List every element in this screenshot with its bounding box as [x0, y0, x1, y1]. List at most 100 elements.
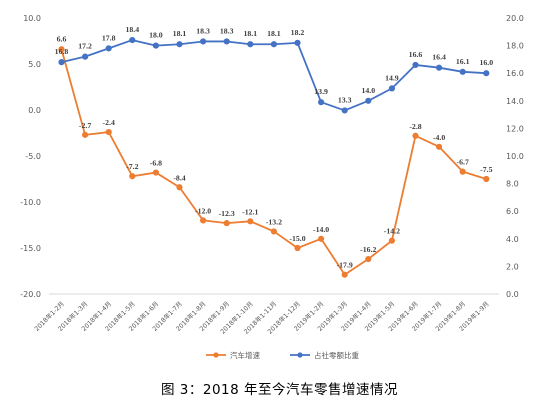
data-label: -14.2 — [384, 227, 400, 236]
data-label: 18.1 — [173, 29, 187, 38]
data-label: -4.0 — [433, 133, 445, 142]
right-y-tick-label: 14.0 — [506, 97, 524, 106]
data-label: 16.1 — [456, 57, 470, 66]
data-point — [152, 42, 159, 49]
data-point — [365, 97, 372, 104]
data-point — [223, 220, 230, 227]
legend-swatch-marker — [213, 352, 219, 358]
data-label: 16.0 — [479, 58, 493, 67]
data-label: 17.8 — [102, 33, 116, 42]
data-point — [200, 38, 207, 45]
data-label: -2.7 — [79, 121, 91, 130]
data-label: -12.0 — [195, 206, 211, 215]
data-point — [176, 184, 183, 191]
data-point — [412, 61, 419, 69]
data-point — [176, 41, 183, 48]
data-label: -2.8 — [409, 122, 421, 131]
right-y-tick-label: 0.0 — [506, 290, 519, 299]
line-chart: 10.0 5.0 0.0 -5.0 -10.0 -15.0 -20.0 20.0 18.0 16… — [20, 14, 524, 360]
data-label: 18.3 — [220, 26, 234, 35]
left-y-tick-label: 5.0 — [28, 60, 41, 69]
data-label: 18.3 — [196, 26, 210, 35]
data-point — [247, 218, 254, 225]
data-label: -15.0 — [289, 234, 305, 243]
right-y-tick-label: 10.0 — [506, 152, 524, 161]
data-point — [270, 228, 277, 235]
data-point — [200, 217, 207, 224]
data-label: 16.4 — [432, 53, 446, 62]
data-label: 13.3 — [338, 95, 352, 104]
right-y-tick-label: 20.0 — [506, 14, 524, 23]
data-label: -12.3 — [219, 209, 235, 218]
right-y-tick-label: 16.0 — [506, 69, 524, 78]
legend-label: 占社零额比重 — [314, 350, 359, 360]
data-label: -2.4 — [103, 118, 115, 127]
legend-label: 汽车增速 — [230, 350, 260, 360]
data-point — [58, 59, 65, 66]
right-y-tick-label: 12.0 — [506, 124, 524, 133]
data-point — [388, 237, 395, 244]
data-point — [82, 53, 89, 60]
data-label: 18.1 — [243, 29, 257, 38]
data-label: 6.6 — [57, 34, 67, 43]
data-label: 17.2 — [78, 42, 92, 51]
data-point — [129, 173, 136, 180]
data-point — [341, 107, 348, 114]
data-point — [82, 131, 89, 138]
data-label: -7.2 — [126, 162, 138, 171]
right-y-tick-label: 4.0 — [506, 235, 519, 244]
data-point — [105, 128, 112, 136]
data-label: 13.9 — [314, 87, 328, 96]
data-point — [129, 36, 136, 44]
data-point — [412, 132, 419, 139]
data-label: -6.7 — [457, 158, 469, 167]
left-y-axis: 10.0 5.0 0.0 -5.0 -10.0 -15.0 -20.0 — [20, 14, 41, 299]
data-point — [294, 39, 301, 46]
left-y-tick-label: 10.0 — [23, 14, 41, 23]
data-label: 16.8 — [55, 47, 69, 56]
data-label: 14.9 — [385, 73, 399, 82]
data-point — [152, 169, 159, 176]
data-point — [459, 68, 466, 75]
data-point — [58, 46, 65, 53]
data-label: -13.2 — [266, 217, 282, 226]
x-axis: 2018年1-2月2018年1-3月2018年1-4月2018年1-5月2018… — [32, 299, 491, 336]
series-line-retail-share — [61, 39, 487, 112]
data-label: 18.1 — [267, 29, 281, 38]
legend: 汽车增速 占社零额比重 — [206, 350, 359, 360]
data-label: -6.8 — [150, 159, 162, 168]
series-layer — [58, 36, 490, 278]
right-y-tick-label: 8.0 — [506, 180, 519, 189]
right-y-tick-label: 6.0 — [506, 207, 519, 216]
data-label: -17.9 — [337, 261, 353, 270]
data-point — [365, 255, 372, 263]
right-y-tick-label: 2.0 — [506, 262, 519, 271]
data-point — [436, 143, 443, 150]
right-y-tick-label: 18.0 — [506, 42, 524, 51]
data-label: -16.2 — [360, 245, 376, 254]
data-label: 18.0 — [149, 31, 163, 40]
data-label: 18.2 — [291, 28, 305, 37]
data-label: 16.6 — [409, 50, 423, 59]
left-y-tick-label: -15.0 — [20, 244, 41, 253]
data-label: -12.1 — [242, 207, 258, 216]
data-point — [483, 175, 490, 183]
data-point — [341, 271, 348, 278]
data-point — [294, 244, 301, 252]
data-point — [247, 41, 254, 48]
data-point — [270, 41, 277, 48]
data-labels-layer: 6.6 -2.7 -2.4 -7.2 -6.8 -8.4 -12.0 -12.3 -12.1 -1… — [55, 25, 494, 270]
data-point — [436, 64, 443, 71]
data-point — [223, 38, 230, 45]
left-y-tick-label: -10.0 — [20, 198, 41, 207]
legend-swatch-marker — [297, 352, 303, 358]
data-label: -8.4 — [173, 173, 185, 182]
data-point — [459, 168, 466, 175]
left-y-tick-label: -5.0 — [25, 152, 41, 161]
data-label: -14.0 — [313, 225, 329, 234]
right-y-axis: 20.0 18.0 16.0 14.0 12.0 10.0 8.0 6.0 4.0 2.0 0.0 — [506, 14, 524, 299]
data-point — [318, 99, 325, 106]
data-label: 18.4 — [125, 25, 139, 34]
left-y-tick-label: 0.0 — [28, 106, 41, 115]
data-point — [388, 85, 395, 92]
